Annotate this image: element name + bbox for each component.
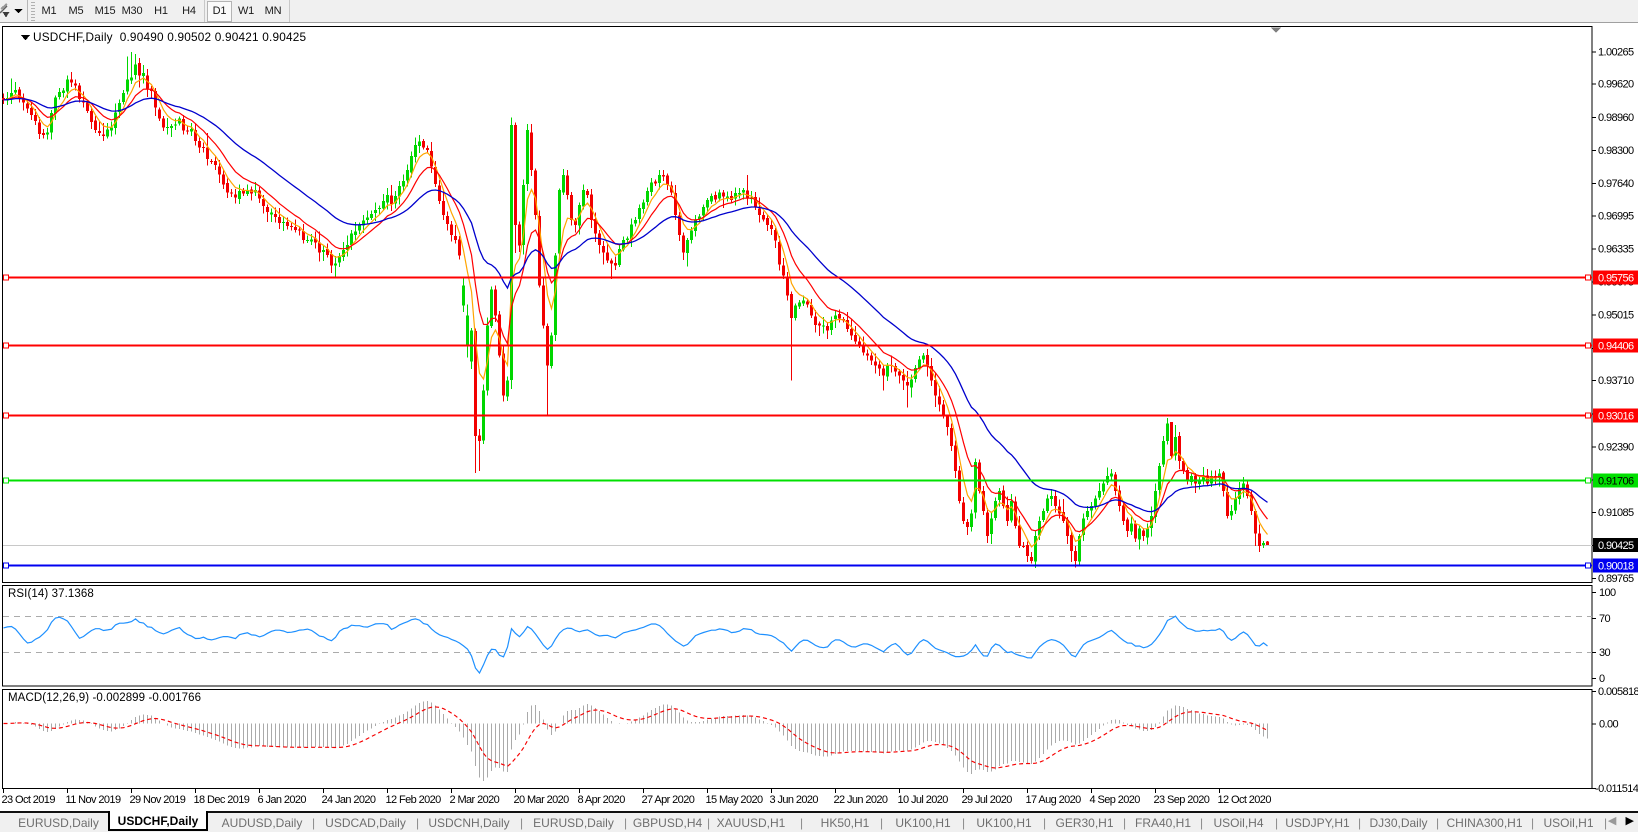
svg-text:100: 100: [1599, 587, 1616, 599]
svg-text:0.97640: 0.97640: [1598, 178, 1634, 190]
svg-text:23 Sep 2020: 23 Sep 2020: [1154, 794, 1210, 806]
svg-text:12 Oct 2020: 12 Oct 2020: [1218, 794, 1272, 806]
svg-text:6 Jan 2020: 6 Jan 2020: [258, 794, 307, 806]
svg-text:0.98960: 0.98960: [1598, 112, 1634, 124]
svg-text:0.96995: 0.96995: [1598, 210, 1634, 222]
svg-text:11 Nov 2019: 11 Nov 2019: [66, 794, 121, 806]
svg-text:0.94406: 0.94406: [1598, 341, 1634, 353]
svg-text:0.90425: 0.90425: [1598, 540, 1634, 552]
svg-text:17 Aug 2020: 17 Aug 2020: [1026, 794, 1082, 806]
svg-text:22 Jun 2020: 22 Jun 2020: [834, 794, 888, 806]
svg-text:20 Mar 2020: 20 Mar 2020: [514, 794, 570, 806]
svg-text:8 Apr 2020: 8 Apr 2020: [578, 794, 626, 806]
svg-text:USDCHF,Daily 0.90490 0.90502: USDCHF,Daily 0.90490 0.90502 0.90421 0.9…: [33, 30, 307, 44]
svg-text:-0.011514: -0.011514: [1595, 783, 1638, 795]
svg-text:0.91706: 0.91706: [1598, 476, 1634, 488]
svg-text:2 Mar 2020: 2 Mar 2020: [450, 794, 500, 806]
svg-text:3 Jun 2020: 3 Jun 2020: [770, 794, 819, 806]
svg-text:0.90018: 0.90018: [1598, 561, 1634, 573]
svg-text:18 Dec 2019: 18 Dec 2019: [194, 794, 250, 806]
svg-text:0.96335: 0.96335: [1598, 244, 1634, 256]
svg-text:0: 0: [1599, 673, 1605, 685]
svg-text:0.98300: 0.98300: [1598, 145, 1634, 157]
svg-text:29 Jul 2020: 29 Jul 2020: [962, 794, 1013, 806]
svg-text:0.93710: 0.93710: [1598, 375, 1634, 387]
svg-text:23 Oct 2019: 23 Oct 2019: [2, 794, 56, 806]
svg-text:4 Sep 2020: 4 Sep 2020: [1090, 794, 1141, 806]
svg-text:24 Jan 2020: 24 Jan 2020: [322, 794, 376, 806]
svg-text:RSI(14) 37.1368: RSI(14) 37.1368: [8, 588, 94, 600]
svg-text:70: 70: [1599, 613, 1611, 625]
svg-text:30: 30: [1599, 647, 1611, 659]
svg-text:27 Apr 2020: 27 Apr 2020: [642, 794, 695, 806]
svg-text:0.99620: 0.99620: [1598, 79, 1634, 91]
svg-text:0.005818: 0.005818: [1598, 686, 1638, 698]
svg-text:0.00: 0.00: [1599, 719, 1618, 731]
svg-text:MACD(12,26,9) -0.002899 -0.001: MACD(12,26,9) -0.002899 -0.001766: [8, 692, 201, 704]
svg-text:0.95756: 0.95756: [1598, 273, 1634, 285]
svg-text:1.00265: 1.00265: [1598, 46, 1634, 58]
svg-text:0.89765: 0.89765: [1598, 573, 1634, 585]
svg-text:0.93016: 0.93016: [1598, 411, 1634, 423]
svg-text:0.91085: 0.91085: [1598, 507, 1634, 519]
svg-text:0.95015: 0.95015: [1598, 310, 1634, 322]
svg-text:15 May 2020: 15 May 2020: [706, 794, 763, 806]
svg-text:10 Jul 2020: 10 Jul 2020: [898, 794, 949, 806]
svg-text:29 Nov 2019: 29 Nov 2019: [130, 794, 186, 806]
svg-text:12 Feb 2020: 12 Feb 2020: [386, 794, 442, 806]
svg-text:0.92390: 0.92390: [1598, 441, 1634, 453]
